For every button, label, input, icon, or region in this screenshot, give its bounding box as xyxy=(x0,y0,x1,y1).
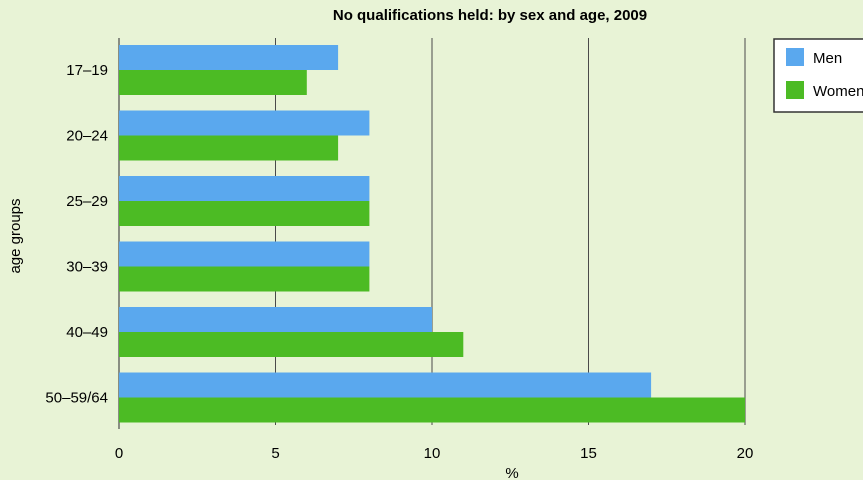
category-label: 50–59/64 xyxy=(45,390,108,407)
legend-swatch-men xyxy=(786,48,804,66)
bar-women-2 xyxy=(119,201,370,226)
bar-men-1 xyxy=(119,110,370,136)
legend-swatch-women xyxy=(786,81,804,99)
x-tick-label: 15 xyxy=(580,445,597,462)
category-label: 20–24 xyxy=(66,128,108,145)
bars xyxy=(119,45,745,423)
bar-men-4 xyxy=(119,307,432,332)
x-tick-label: 5 xyxy=(271,445,279,462)
bar-women-1 xyxy=(119,135,339,161)
category-label: 17–19 xyxy=(66,62,108,79)
bar-women-0 xyxy=(119,70,307,95)
legend-label-men: Men xyxy=(813,50,842,67)
bar-women-4 xyxy=(119,332,464,357)
bar-men-2 xyxy=(119,176,370,201)
category-label: 30–39 xyxy=(66,259,108,276)
category-label: 25–29 xyxy=(66,193,108,210)
bar-men-5 xyxy=(119,372,652,398)
bar-women-3 xyxy=(119,266,370,292)
x-tick-label: 10 xyxy=(424,445,441,462)
legend: Men Women xyxy=(773,38,863,113)
gridlines xyxy=(118,38,746,429)
y-axis-title: age groups xyxy=(7,198,24,273)
x-tick-labels: 0 5 10 15 20 xyxy=(115,445,754,462)
category-label: 40–49 xyxy=(66,324,108,341)
bar-men-3 xyxy=(119,241,370,267)
legend-label-women: Women xyxy=(813,83,863,100)
x-axis-title: % xyxy=(505,465,518,480)
bar-women-5 xyxy=(119,397,745,423)
bar-men-0 xyxy=(119,45,339,70)
x-tick-label: 0 xyxy=(115,445,123,462)
chart-title: No qualifications held: by sex and age, … xyxy=(333,7,647,24)
category-labels: 17–19 20–24 25–29 30–39 40–49 50–59/64 xyxy=(45,62,108,407)
x-tick-label: 20 xyxy=(737,445,754,462)
